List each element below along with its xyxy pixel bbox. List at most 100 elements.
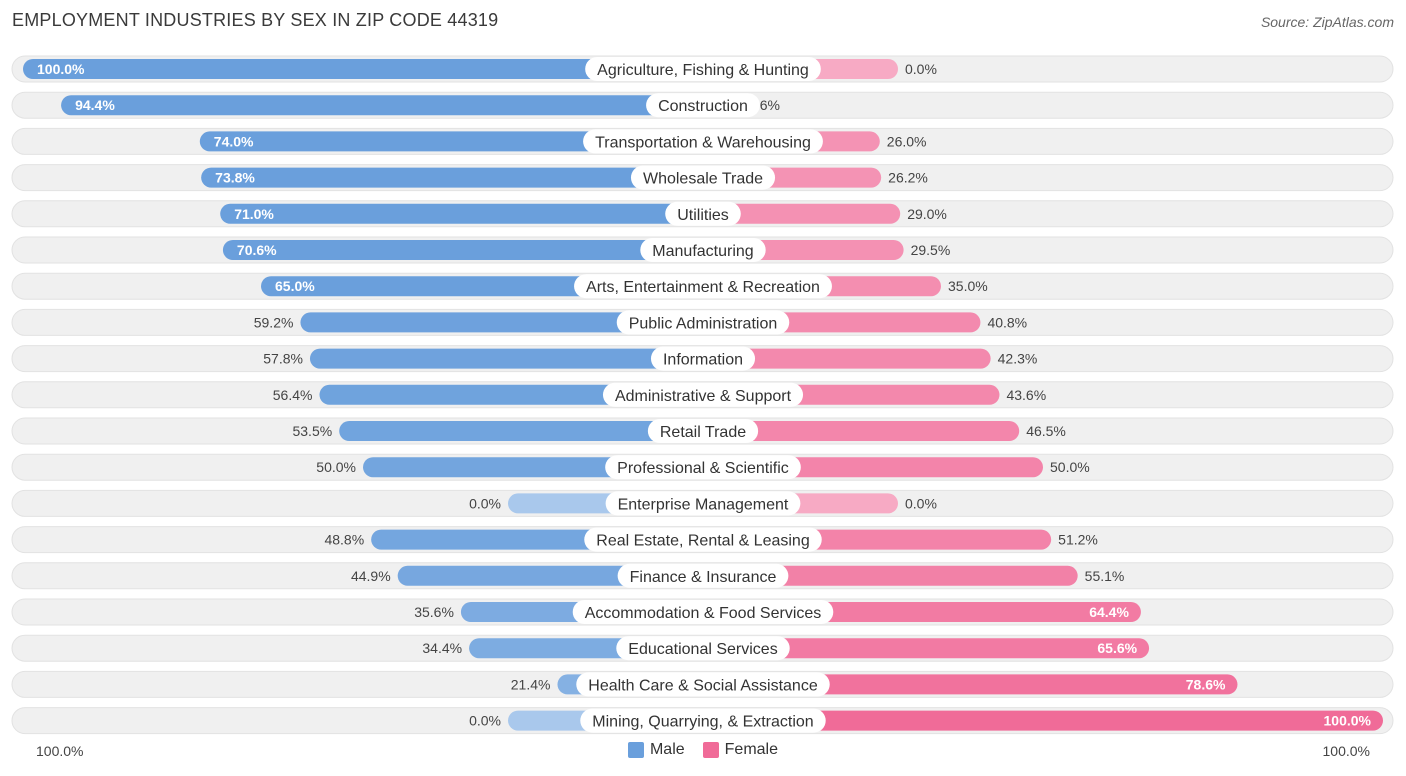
value-label-male: 70.6% <box>237 242 277 258</box>
value-label-male: 57.8% <box>263 351 303 367</box>
value-label-male: 0.0% <box>469 495 501 511</box>
category-pill <box>616 310 790 335</box>
category-pill <box>576 672 830 697</box>
category-label: Public Administration <box>629 315 778 332</box>
value-label-female: 100.0% <box>1324 713 1372 729</box>
value-label-male: 35.6% <box>414 604 454 620</box>
value-label-male: 50.0% <box>316 459 356 475</box>
category-pill <box>580 708 826 733</box>
bar-male <box>220 203 703 224</box>
category-pill <box>646 93 760 118</box>
category-label: Administrative & Support <box>615 388 792 405</box>
category-label: Real Estate, Rental & Leasing <box>596 533 809 550</box>
value-label-male: 100.0% <box>37 61 85 77</box>
value-label-female: 78.6% <box>1186 676 1226 692</box>
bar-male <box>23 59 703 79</box>
value-label-female: 50.0% <box>1050 459 1090 475</box>
category-label: Educational Services <box>628 641 777 658</box>
category-label: Mining, Quarrying, & Extraction <box>592 714 813 731</box>
legend: Male Female <box>0 741 1406 759</box>
category-pill <box>574 274 832 299</box>
legend-swatch-female <box>702 742 719 758</box>
value-label-female: 35.0% <box>948 278 988 294</box>
legend-item-male[interactable]: Male <box>627 741 685 759</box>
value-label-male: 94.4% <box>75 97 115 113</box>
value-label-male: 21.4% <box>511 676 551 692</box>
category-label: Agriculture, Fishing & Hunting <box>597 62 809 79</box>
value-label-male: 73.8% <box>215 170 255 186</box>
value-label-male: 34.4% <box>422 640 462 656</box>
category-label: Finance & Insurance <box>630 569 777 586</box>
value-label-male: 65.0% <box>275 278 315 294</box>
bar-male <box>309 348 703 369</box>
category-pill <box>602 382 804 407</box>
category-pill <box>605 455 801 480</box>
category-pill <box>617 563 789 588</box>
value-label-female: 29.0% <box>907 206 947 222</box>
bar-female <box>703 674 1238 695</box>
value-label-male: 53.5% <box>292 423 332 439</box>
category-label: Construction <box>658 98 748 115</box>
category-label: Transportation & Warehousing <box>595 134 811 151</box>
bar-female <box>703 710 1383 731</box>
bar-male <box>199 131 704 152</box>
bar-female <box>703 421 1020 441</box>
bar-female <box>703 638 1150 659</box>
value-label-female: 42.3% <box>998 351 1038 367</box>
value-label-male: 0.0% <box>469 713 501 729</box>
value-label-female: 26.0% <box>887 133 927 149</box>
category-pill <box>640 238 766 262</box>
value-label-female: 65.6% <box>1097 640 1137 656</box>
bar-male <box>61 95 703 116</box>
bar-female <box>703 203 901 224</box>
category-pill <box>650 346 756 371</box>
category-pill <box>616 636 790 661</box>
category-pill <box>630 165 776 190</box>
category-label: Enterprise Management <box>618 496 789 513</box>
value-label-male: 71.0% <box>234 206 274 222</box>
bar-female <box>703 565 1078 586</box>
value-label-male: 74.0% <box>214 133 254 149</box>
chart-title: EMPLOYMENT INDUSTRIES BY SEX IN ZIP CODE… <box>12 10 499 30</box>
value-label-female: 43.6% <box>1006 387 1046 403</box>
category-label: Utilities <box>677 207 729 224</box>
bar-male <box>300 312 703 333</box>
category-pill <box>585 57 821 81</box>
bar-male <box>339 421 703 441</box>
value-label-female: 29.5% <box>911 242 951 258</box>
bar-male <box>201 167 703 188</box>
category-label: Health Care & Social Assistance <box>588 677 818 694</box>
category-label: Accommodation & Food Services <box>585 605 822 622</box>
employment-chart: 100.0% 0.0% Agriculture, Fishing & Hunting… <box>11 55 1394 735</box>
value-label-male: 59.2% <box>254 314 294 330</box>
legend-swatch-male <box>627 742 644 758</box>
category-pill <box>583 129 823 154</box>
category-pill <box>584 527 822 552</box>
category-label: Retail Trade <box>660 424 746 441</box>
value-label-female: 51.2% <box>1058 532 1098 548</box>
category-label: Information <box>663 352 743 369</box>
value-label-male: 48.8% <box>324 532 364 548</box>
category-label: Professional & Scientific <box>617 460 789 477</box>
category-pill <box>572 600 834 624</box>
bar-female <box>703 348 991 369</box>
category-label: Manufacturing <box>652 243 753 260</box>
value-label-female: 55.1% <box>1085 568 1125 584</box>
source-credit: Source: ZipAtlas.com <box>1260 14 1394 30</box>
value-label-female: 64.4% <box>1089 604 1129 620</box>
category-pill <box>605 491 801 516</box>
bar-male <box>222 240 704 260</box>
category-label: Arts, Entertainment & Recreation <box>586 279 820 296</box>
legend-item-female[interactable]: Female <box>702 741 778 759</box>
value-label-male: 56.4% <box>273 387 313 403</box>
category-label: Wholesale Trade <box>643 171 763 188</box>
value-label-female: 26.2% <box>888 170 928 186</box>
axis-label-left: 100.0% <box>36 743 84 759</box>
value-label-female: 0.0% <box>905 61 937 77</box>
axis-label-right: 100.0% <box>1322 743 1370 759</box>
value-label-female: 40.8% <box>987 314 1027 330</box>
value-label-female: 46.5% <box>1026 423 1066 439</box>
category-pill <box>647 419 759 443</box>
value-label-female: 0.0% <box>905 495 937 511</box>
category-pill <box>665 201 741 226</box>
